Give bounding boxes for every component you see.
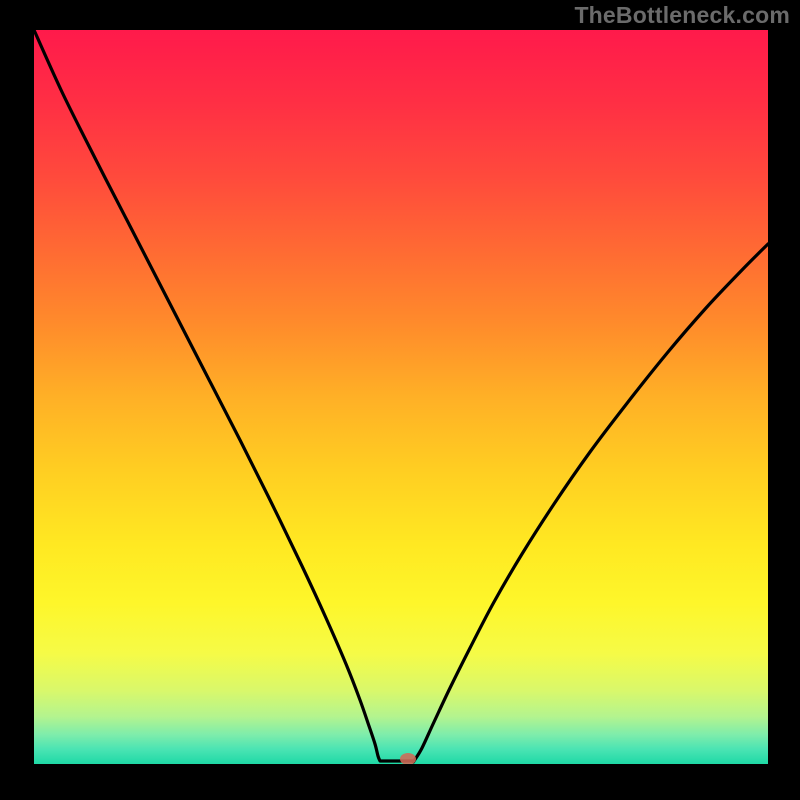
- watermark-text: TheBottleneck.com: [574, 2, 790, 29]
- plot-background: [34, 30, 768, 764]
- chart-stage: TheBottleneck.com: [0, 0, 800, 800]
- bottleneck-chart: [34, 30, 768, 764]
